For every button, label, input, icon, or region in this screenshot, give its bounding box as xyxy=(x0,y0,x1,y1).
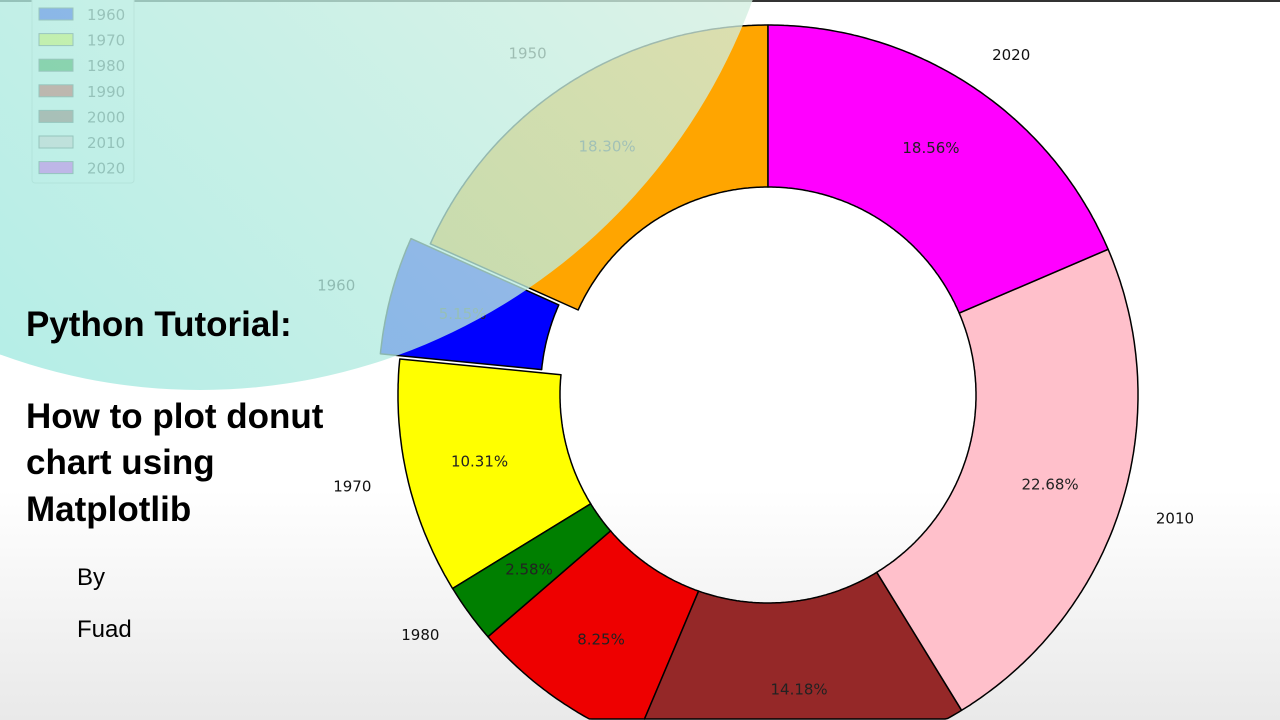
percent-label-2000: 14.18% xyxy=(770,680,827,698)
author-name: Fuad xyxy=(77,616,132,643)
percent-label-2010: 22.68% xyxy=(1021,476,1078,494)
title-line-4: Matplotlib xyxy=(26,490,192,529)
category-label-2020: 2020 xyxy=(992,46,1030,64)
category-label-1980: 1980 xyxy=(401,626,439,644)
decorative-overlay-circle xyxy=(0,0,753,390)
by-label: By xyxy=(77,564,106,591)
title-line-3: chart using xyxy=(26,443,215,482)
category-label-1970: 1970 xyxy=(333,477,371,495)
percent-label-2020: 18.56% xyxy=(902,139,959,157)
percent-label-1970: 10.31% xyxy=(451,452,508,470)
percent-label-1980: 2.58% xyxy=(505,561,553,579)
percent-label-1990: 8.25% xyxy=(577,630,625,648)
title-line-2: How to plot donut xyxy=(26,397,324,436)
category-label-2010: 2010 xyxy=(1156,509,1194,527)
slice-2020 xyxy=(767,24,1109,314)
title-line-1: Python Tutorial: xyxy=(26,305,292,344)
